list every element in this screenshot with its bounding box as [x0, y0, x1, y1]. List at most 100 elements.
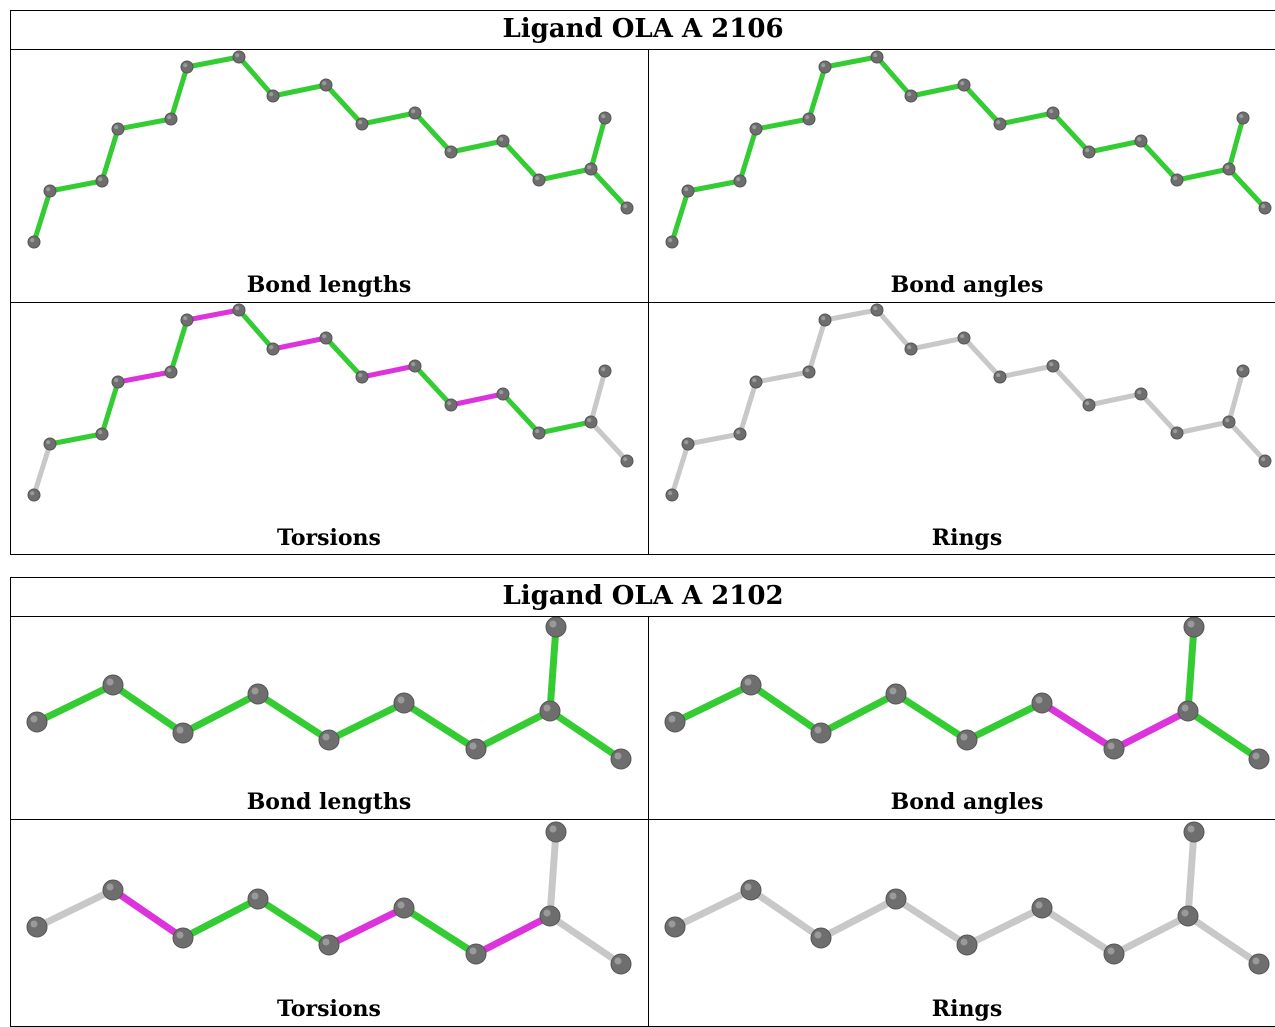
atom-highlight: [668, 491, 673, 496]
atom: [664, 916, 686, 938]
bond: [685, 178, 743, 194]
atom: [610, 748, 632, 770]
atom-highlight: [1181, 704, 1189, 712]
bond: [1184, 623, 1198, 715]
atom-highlight: [176, 931, 184, 939]
bond: [822, 307, 880, 323]
atom-highlight: [98, 430, 103, 435]
bond: [500, 138, 542, 183]
bond: [997, 110, 1056, 127]
atom: [318, 934, 340, 956]
atom-highlight: [1239, 114, 1244, 119]
bond: [1174, 419, 1232, 436]
bond: [588, 166, 630, 211]
bond: [1050, 363, 1092, 408]
panel-caption: Bond angles: [890, 272, 1044, 298]
molecule-2106-bond-lengths: [27, 50, 634, 249]
bond: [874, 54, 914, 99]
atom-highlight: [873, 306, 878, 311]
atom-highlight: [1107, 742, 1115, 750]
atom-highlight: [889, 687, 897, 695]
atom-highlight: [960, 938, 968, 946]
atom: [598, 111, 612, 125]
atom-highlight: [1107, 947, 1115, 955]
atom-highlight: [1181, 909, 1189, 917]
atom-highlight: [1049, 362, 1054, 367]
atom: [1046, 359, 1060, 373]
atom: [1248, 748, 1270, 770]
atom-highlight: [499, 390, 504, 395]
atom-highlight: [1137, 390, 1142, 395]
molecule-2106-rings: [665, 303, 1272, 502]
row-divider: [11, 302, 1275, 303]
atom-highlight: [668, 238, 673, 243]
atom-highlight: [106, 678, 114, 686]
bond: [109, 886, 187, 942]
atom: [319, 331, 333, 345]
atom-highlight: [821, 316, 826, 321]
atom-highlight: [235, 306, 240, 311]
atom-highlight: [358, 120, 363, 125]
atom-highlight: [46, 187, 51, 192]
atom: [1134, 134, 1148, 148]
bond: [963, 699, 1046, 744]
atom-highlight: [1173, 429, 1178, 434]
bond: [99, 126, 121, 184]
atom: [1248, 953, 1270, 975]
atom-highlight: [960, 733, 968, 741]
atom-highlight: [183, 63, 188, 68]
atom-highlight: [1137, 137, 1142, 142]
atom-highlight: [535, 176, 540, 181]
atom: [355, 370, 369, 384]
panel-bond-lengths: Bond lengths: [11, 617, 647, 819]
bond: [1184, 912, 1263, 968]
atom: [733, 427, 747, 441]
atom-highlight: [114, 378, 119, 383]
bond: [323, 335, 365, 380]
bond: [806, 317, 828, 375]
bond: [400, 699, 480, 753]
bond: [1226, 166, 1268, 211]
atom-highlight: [587, 165, 592, 170]
molecule-2102-bond-angles: [664, 617, 1270, 770]
panel-bond-angles: Bond angles: [649, 50, 1275, 302]
atom: [1031, 692, 1053, 714]
atom: [956, 729, 978, 751]
atom: [27, 235, 41, 249]
atom-highlight: [1239, 367, 1244, 372]
atom-highlight: [907, 92, 912, 97]
atom: [885, 683, 907, 705]
atom: [664, 711, 686, 733]
atom-highlight: [744, 678, 752, 686]
atom: [1236, 111, 1250, 125]
bond: [184, 54, 242, 70]
panel-caption: Bond lengths: [246, 789, 412, 815]
atom: [444, 398, 458, 412]
bond: [546, 623, 560, 715]
atom-highlight: [1085, 401, 1090, 406]
atom-highlight: [623, 457, 628, 462]
bond: [236, 307, 276, 352]
atom: [598, 364, 612, 378]
bond: [671, 681, 755, 726]
bond: [270, 335, 329, 352]
bond: [671, 886, 755, 931]
atom: [620, 454, 634, 468]
atom-highlight: [889, 892, 897, 900]
bond: [747, 886, 825, 942]
atom-highlight: [447, 401, 452, 406]
bond: [359, 363, 418, 380]
atom: [1082, 398, 1096, 412]
atom: [584, 162, 598, 176]
atom-highlight: [543, 909, 551, 917]
atom: [408, 359, 422, 373]
atom: [232, 303, 246, 317]
atom-highlight: [752, 378, 757, 383]
atom-highlight: [322, 733, 330, 741]
atom-highlight: [251, 687, 259, 695]
bond: [359, 110, 418, 127]
atom-highlight: [736, 430, 741, 435]
atom-highlight: [821, 63, 826, 68]
atom: [408, 106, 422, 120]
atom: [355, 117, 369, 131]
